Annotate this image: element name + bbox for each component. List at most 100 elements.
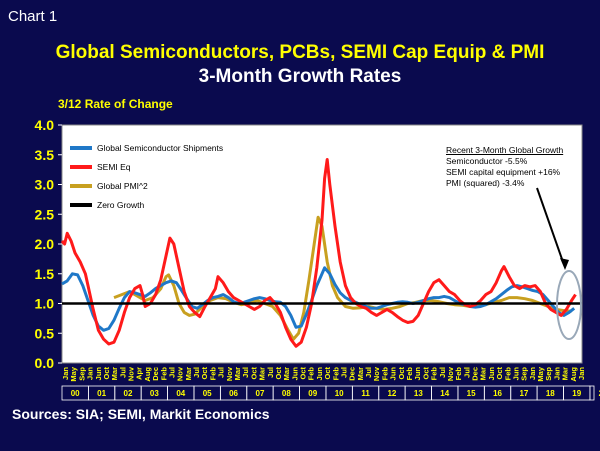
legend-item: Global Semiconductor Shipments <box>70 138 232 157</box>
legend-item: Global PMI^2 <box>70 176 232 195</box>
x-year-label: 04 <box>176 389 185 398</box>
x-year-label: 05 <box>203 389 212 398</box>
x-month-label: Mar <box>356 367 365 380</box>
legend-swatch <box>70 164 92 169</box>
x-year-label: 13 <box>414 389 423 398</box>
x-month-label: May <box>536 366 545 381</box>
legend-label: Zero Growth <box>97 199 145 210</box>
x-month-label: Jul <box>438 367 447 378</box>
plot-area <box>61 124 583 364</box>
annotation-line: Semiconductor -5.5% <box>446 156 528 166</box>
x-month-label: Mar <box>184 367 193 380</box>
legend-item: Zero Growth <box>70 195 232 214</box>
highlight-ellipse <box>556 270 582 340</box>
x-month-label: Jun <box>413 367 422 381</box>
x-month-label: Jun <box>315 367 324 381</box>
annotation-line: PMI (squared) -3.4% <box>446 178 525 188</box>
growth-annotation: Recent 3-Month Global Growth Semiconduct… <box>446 145 563 189</box>
legend-label: Global Semiconductor Shipments <box>97 142 224 153</box>
chart-title: Global Semiconductors, PCBs, SEMI Cap Eq… <box>55 42 545 63</box>
y-tick-label: 2.5 <box>35 206 55 222</box>
legend-label: Global PMI^2 <box>97 180 148 191</box>
legend-label: SEMI Eq <box>97 161 131 172</box>
x-month-label: Jul <box>340 367 349 378</box>
x-year-label: 10 <box>335 389 344 398</box>
legend: Global Semiconductor Shipments SEMI Eq G… <box>70 138 232 214</box>
x-month-label: Jul <box>266 367 275 378</box>
x-year-label: 08 <box>282 389 291 398</box>
x-month-label: Oct <box>249 367 258 380</box>
x-month-label: Dec <box>471 367 480 381</box>
x-year-label: 06 <box>229 389 238 398</box>
x-month-label: Nov <box>446 366 455 381</box>
x-month-label: Jun <box>94 367 103 381</box>
x-month-label: Nov <box>176 366 185 381</box>
x-month-label: Jan <box>552 367 561 380</box>
legend-item: SEMI Eq <box>70 157 232 176</box>
x-year-label: 16 <box>493 389 502 398</box>
x-month-label: Oct <box>323 367 332 380</box>
y-tick-label: 1.5 <box>35 266 55 282</box>
x-year-label: 00 <box>71 389 80 398</box>
x-year-label: 09 <box>308 389 317 398</box>
x-month-label: Sep <box>520 367 529 381</box>
x-month-label: Mar <box>233 367 242 380</box>
x-month-label: Jan <box>528 367 537 380</box>
x-month-label: Nov <box>372 366 381 381</box>
x-month-label: Aug <box>143 367 152 382</box>
x-month-label: Oct <box>397 367 406 380</box>
x-month-label: Oct <box>200 367 209 380</box>
legend-swatch <box>70 183 92 188</box>
x-month-label: Feb <box>503 367 512 381</box>
x-month-label: Jan <box>61 367 70 380</box>
x-month-label: Mar <box>282 367 291 380</box>
x-month-label: Jun <box>487 367 496 381</box>
x-month-label: Dec <box>151 367 160 381</box>
x-year-label: 18 <box>546 389 555 398</box>
x-month-label: Jul <box>168 367 177 378</box>
x-month-label: Oct <box>274 367 283 380</box>
x-month-label: Mar <box>110 367 119 380</box>
x-year-label: 11 <box>361 389 370 398</box>
x-month-label: Sep <box>544 367 553 381</box>
x-month-label: Jul <box>192 367 201 378</box>
x-month-label: Feb <box>380 367 389 381</box>
y-tick-label: 3.5 <box>35 147 55 163</box>
x-month-label: Feb <box>331 367 340 381</box>
x-year-label: 14 <box>440 389 449 398</box>
x-month-label: Jun <box>389 367 398 381</box>
y-tick-label: 4.0 <box>35 117 55 133</box>
x-month-label: Jun <box>290 367 299 381</box>
x-month-label: Jul <box>118 367 127 378</box>
x-month-label: Mar <box>561 367 570 380</box>
x-month-label: Oct <box>102 367 111 380</box>
y-tick-label: 2.0 <box>35 236 55 252</box>
x-month-label: Aug <box>569 367 578 382</box>
x-month-label: Oct <box>421 367 430 380</box>
chart-number-label: Chart 1 <box>8 8 58 25</box>
x-month-label: Apr <box>135 367 144 380</box>
x-month-label: Sep <box>77 367 86 381</box>
x-month-label: Jan <box>577 367 586 380</box>
x-year-label: 20 <box>599 389 600 398</box>
x-year-label: 03 <box>150 389 159 398</box>
arrow-head <box>560 258 569 270</box>
x-year-label: 17 <box>519 389 528 398</box>
x-month-label: Nov <box>225 366 234 381</box>
y-tick-label: 1.0 <box>35 296 55 312</box>
x-month-label: Feb <box>208 367 217 381</box>
x-month-label: Jan <box>86 367 95 380</box>
x-month-label: Jul <box>217 367 226 378</box>
x-month-label: Dec <box>348 367 357 381</box>
x-year-label: 01 <box>97 389 106 398</box>
x-month-label: May <box>69 366 78 381</box>
x-year-label: 19 <box>572 389 581 398</box>
annotation-title: Recent 3-Month Global Growth <box>446 145 564 155</box>
x-month-label: Feb <box>454 367 463 381</box>
series-line <box>60 158 577 348</box>
x-month-label: Oct <box>299 367 308 380</box>
x-month-label: Mar <box>258 367 267 380</box>
x-year-label: 02 <box>124 389 133 398</box>
x-month-label: Feb <box>307 367 316 381</box>
